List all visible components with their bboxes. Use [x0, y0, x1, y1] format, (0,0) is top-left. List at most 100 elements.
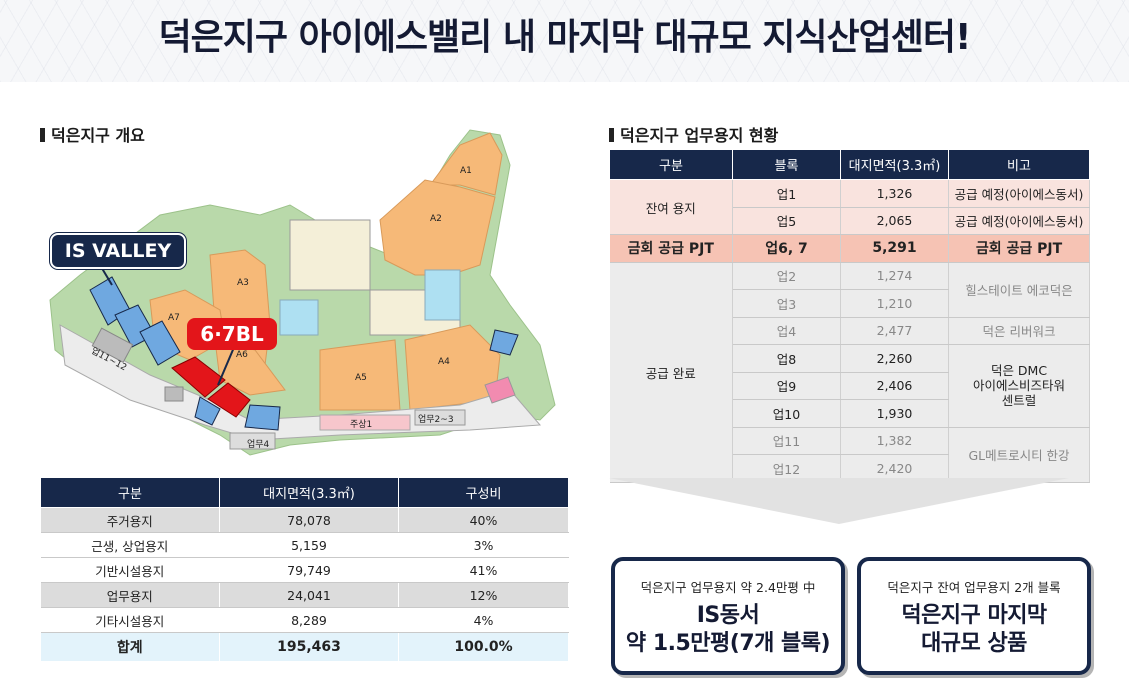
table-cell: 업8	[732, 344, 841, 373]
overview-title-text: 덕은지구 개요	[51, 126, 145, 145]
table-cell: 1,210	[840, 289, 949, 318]
table-cell: 1,326	[840, 179, 949, 208]
table-row: 업5 2,065 공급 예정(아이에스동서)	[610, 207, 1090, 235]
status-table: 구분 블록 대지면적(3.3㎡) 비고 잔여 용지 업1 1,326 공급 예정…	[609, 149, 1090, 483]
column-header: 구성비	[398, 477, 569, 508]
table-row: 잔여 용지 업1 1,326 공급 예정(아이에스동서)	[609, 179, 1090, 235]
table-cell: 1,382	[840, 427, 949, 455]
column-header: 블록	[732, 149, 841, 180]
is-block-4	[194, 396, 221, 426]
map-label-u4: 업무4	[247, 440, 270, 450]
table-cell: 근생, 상업용지	[40, 532, 220, 558]
bullet-square-icon	[609, 128, 614, 142]
table-cell: 업12	[732, 454, 841, 483]
map-label-a5: A5	[355, 373, 367, 383]
parcel-pink-1	[484, 376, 516, 404]
table-cell: 업9	[732, 372, 841, 400]
is-valley-label: IS VALLEY	[50, 233, 186, 269]
summary-line-2: 대규모 상품	[921, 631, 1027, 656]
block-7-red	[207, 382, 251, 418]
table-row: 업8 2,260 덕은 DMC 아이에스비즈타워 센트럴	[610, 344, 1090, 428]
summary-small-text: 덕은지구 잔여 업무용지 2개 블록	[887, 580, 1061, 595]
parcel-jusang1	[319, 414, 411, 431]
table-row: 기타시설용지 8,289 4%	[40, 607, 569, 633]
table-cell: 덕은 리버워크	[948, 317, 1090, 345]
table-cell: 업무용지	[40, 582, 220, 608]
table-cell: 업11	[732, 427, 841, 455]
is-block-6	[489, 329, 519, 356]
summary-small-text: 덕은지구 업무용지 약 2.4만평 中	[640, 580, 816, 595]
table-row: 업12 2,420	[610, 454, 1090, 483]
column-header: 비고	[948, 149, 1090, 180]
column-header: 대지면적(3.3㎡)	[840, 149, 949, 180]
column-header: 구분	[609, 149, 733, 180]
overview-title: 덕은지구 개요	[40, 122, 145, 146]
table-cell: 5,159	[219, 532, 399, 558]
table-cell: 2,477	[840, 317, 949, 345]
table-cell: 기반시설용지	[40, 557, 220, 583]
block-callout-pointer	[217, 344, 236, 386]
bullet-square-icon	[40, 128, 45, 142]
table-cell: 업2	[732, 262, 841, 290]
table-cell: GL메트로시티 한강	[948, 427, 1090, 483]
table-cell-note-group: 덕은 DMC 아이에스비즈타워 센트럴	[948, 344, 1090, 428]
overview-table-header: 구분 대지면적(3.3㎡) 구성비	[40, 477, 569, 508]
table-cell: 주거용지	[40, 507, 220, 533]
district-map	[49, 129, 556, 456]
table-cell: 금회 공급 PJT	[609, 234, 733, 263]
map-label-a7: A7	[168, 313, 180, 323]
group-cell-remaining: 잔여 용지	[609, 179, 733, 235]
table-cell: 3%	[398, 532, 569, 558]
map-label-a3: A3	[237, 278, 249, 288]
summary-line-1: 덕은지구 마지막	[901, 603, 1047, 628]
table-cell: 업4	[732, 317, 841, 345]
map-label-a1: A1	[460, 166, 472, 176]
table-cell: 업1	[732, 179, 841, 208]
group-cell-completed: 공급 완료	[609, 262, 733, 483]
summary-box-right: 덕은지구 잔여 업무용지 2개 블록 덕은지구 마지막 대규모 상품	[857, 557, 1091, 675]
note-line: 아이에스비즈타워	[972, 378, 1065, 394]
table-row: 기반시설용지 79,749 41%	[40, 557, 569, 583]
parcel-housing-grid-1	[289, 219, 371, 291]
note-line: 센트럴	[1001, 393, 1037, 409]
column-header: 구분	[40, 477, 220, 508]
table-row: 업3 1,210	[610, 289, 1090, 318]
note-line: 덕은 DMC	[990, 363, 1048, 379]
table-cell: 기타시설용지	[40, 607, 220, 633]
parcel-facility-2	[279, 299, 319, 336]
table-row: 업4 2,477 덕은 리버워크	[610, 317, 1090, 345]
table-cell: 업5	[732, 207, 841, 235]
table-row: 업무용지 24,041 12%	[40, 582, 569, 608]
table-cell: 2,420	[840, 454, 949, 483]
map-label-jusang1: 주상1	[350, 420, 373, 430]
table-cell: 5,291	[840, 234, 949, 263]
table-row: 근생, 상업용지 5,159 3%	[40, 532, 569, 558]
table-row: 공급 완료 업2 1,274 힐스테이트 에코덕은	[609, 262, 1090, 483]
table-cell: 4%	[398, 607, 569, 633]
table-total-row: 합계 195,463 100.0%	[40, 632, 569, 661]
parcel-a4	[404, 324, 501, 411]
table-cell: 업3	[732, 289, 841, 318]
summary-line-1: IS동서	[696, 603, 760, 628]
table-cell: 1,274	[840, 262, 949, 290]
block-6-red	[171, 356, 226, 398]
table-row: 업9 2,406	[610, 372, 1090, 400]
map-label-a2: A2	[430, 214, 442, 224]
status-title: 덕은지구 업무용지 현황	[609, 122, 778, 146]
table-row: 업11 1,382 GL메트로시티 한강	[610, 427, 1090, 483]
table-cell: 업10	[732, 399, 841, 428]
summary-big-text: IS동서 약 1.5만평(7개 블록)	[615, 602, 841, 658]
parcel-gray-2	[164, 386, 184, 402]
map-label-a6: A6	[236, 350, 248, 360]
table-row: 주거용지 78,078 40%	[40, 507, 569, 533]
table-cell: 금회 공급 PJT	[948, 234, 1090, 263]
parcel-gray-3	[91, 327, 134, 363]
parcel-a1	[429, 132, 503, 196]
status-title-text: 덕은지구 업무용지 현황	[620, 126, 779, 145]
page-headline: 덕은지구 아이에스밸리 내 마지막 대규모 지식산업센터!	[158, 17, 972, 58]
highlight-row: 금회 공급 PJT 업6, 7 5,291 금회 공급 PJT	[609, 234, 1090, 263]
table-cell: 100.0%	[398, 632, 569, 661]
parcel-u2-3	[414, 409, 466, 426]
table-cell: 2,406	[840, 372, 949, 400]
table-cell: 79,749	[219, 557, 399, 583]
